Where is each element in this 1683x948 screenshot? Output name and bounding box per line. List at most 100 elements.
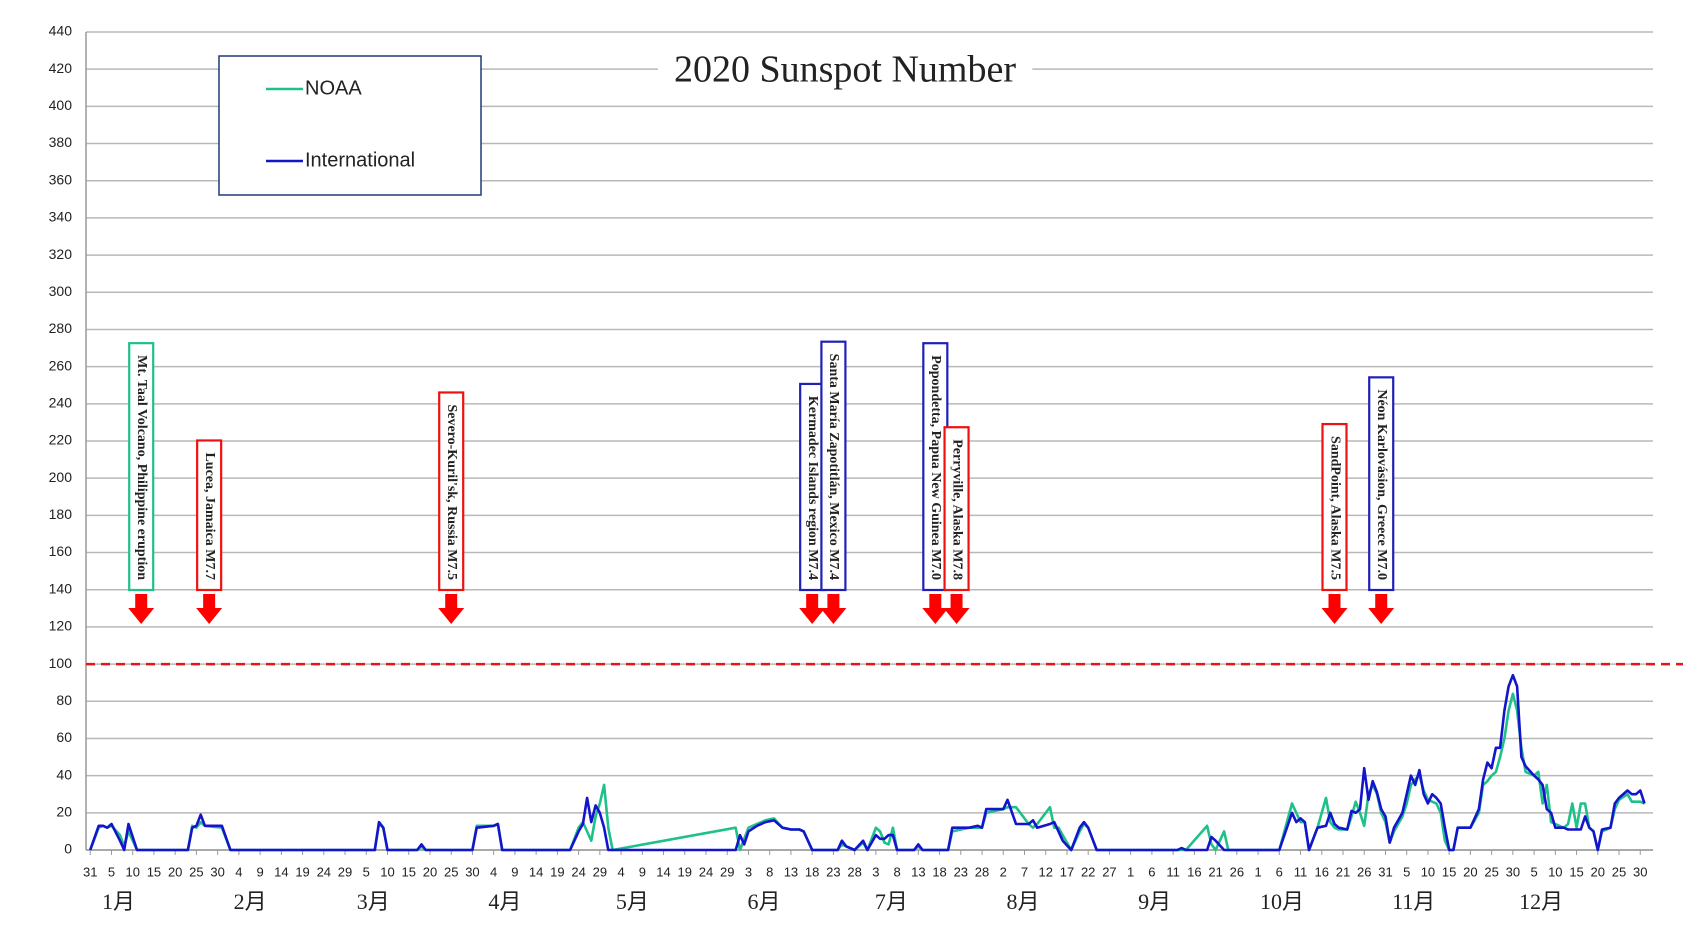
x-tick-label: 29 xyxy=(593,864,607,879)
annotation: SandPoint, Alaska M7.5 xyxy=(1321,422,1348,592)
y-tick-label: 0 xyxy=(64,841,72,857)
title-background xyxy=(658,44,1033,95)
annotation-box xyxy=(922,342,949,592)
x-tick-label: 28 xyxy=(847,864,861,879)
x-tick-label: 4 xyxy=(235,864,242,879)
x-tick-label: 25 xyxy=(1612,864,1626,879)
annotation-text: Perryville, Alaska M7.8 xyxy=(949,439,964,580)
x-tick-label: 19 xyxy=(295,864,309,879)
y-tick-label: 400 xyxy=(49,97,73,113)
month-label: 11月 xyxy=(1392,889,1435,914)
month-label: 5月 xyxy=(616,889,649,914)
annotation-box xyxy=(799,382,826,592)
legend-label: International xyxy=(305,149,415,171)
x-tick-label: 7 xyxy=(1021,864,1028,879)
x-tick-label: 26 xyxy=(1230,864,1244,879)
y-tick-label: 340 xyxy=(49,209,73,225)
x-tick-label: 30 xyxy=(465,864,479,879)
y-tick-label: 300 xyxy=(49,283,73,299)
x-tick-label: 9 xyxy=(639,864,646,879)
y-tick-label: 60 xyxy=(56,729,72,745)
annotation-box xyxy=(196,439,223,592)
annotation-arrow xyxy=(922,594,949,624)
month-label: 7月 xyxy=(875,889,908,914)
x-tick-label: 11 xyxy=(1166,864,1180,879)
x-tick-label: 30 xyxy=(1506,864,1520,879)
y-tick-label: 420 xyxy=(49,60,73,76)
x-tick-label: 19 xyxy=(678,864,692,879)
x-tick-label: 21 xyxy=(1336,864,1350,879)
x-tick-label: 15 xyxy=(402,864,416,879)
month-label: 1月 xyxy=(102,889,135,914)
x-tick-label: 20 xyxy=(1591,864,1605,879)
x-tick-label: 17 xyxy=(1060,864,1074,879)
month-label: 12月 xyxy=(1519,889,1563,914)
annotation-box xyxy=(1321,422,1348,592)
annotation-text: Santa María Zapotitlán, Mexico M7.4 xyxy=(826,354,841,580)
annotation-box xyxy=(943,426,970,592)
x-tick-label: 27 xyxy=(1102,864,1116,879)
month-label: 2月 xyxy=(234,889,267,914)
x-tick-label: 16 xyxy=(1187,864,1201,879)
x-tick-label: 25 xyxy=(444,864,458,879)
annotation: Néon Karlovásion, Greece M7.0 xyxy=(1368,376,1395,592)
x-tick-label: 24 xyxy=(699,864,713,879)
x-tick-label: 20 xyxy=(168,864,182,879)
month-label: 9月 xyxy=(1138,889,1171,914)
annotation: Mt. Taal Volcano, Philippine eruption xyxy=(128,342,155,592)
month-label: 10月 xyxy=(1260,889,1304,914)
x-tick-label: 18 xyxy=(932,864,946,879)
x-tick-label: 25 xyxy=(1484,864,1498,879)
x-tick-label: 6 xyxy=(1276,864,1283,879)
x-tick-label: 15 xyxy=(1442,864,1456,879)
annotation-arrow xyxy=(1368,594,1395,624)
annotation-box xyxy=(820,340,847,592)
annotation-text: SandPoint, Alaska M7.5 xyxy=(1327,436,1342,580)
annotation: Perryville, Alaska M7.8 xyxy=(943,426,970,592)
x-tick-label: 10 xyxy=(380,864,394,879)
x-tick-label: 5 xyxy=(1403,864,1410,879)
x-tick-label: 24 xyxy=(317,864,331,879)
month-label: 3月 xyxy=(357,889,390,914)
annotation-text: Lucea, Jamaica M7.7 xyxy=(202,452,217,580)
x-tick-label: 4 xyxy=(490,864,497,879)
y-tick-label: 440 xyxy=(49,23,73,39)
x-tick-label: 28 xyxy=(975,864,989,879)
annotation-text: Severo-Kuril'sk, Russia M7.5 xyxy=(444,404,459,580)
y-tick-label: 140 xyxy=(49,580,73,596)
x-tick-label: 15 xyxy=(147,864,161,879)
y-tick-label: 240 xyxy=(49,395,73,411)
x-tick-label: 5 xyxy=(363,864,370,879)
x-tick-label: 1 xyxy=(1254,864,1261,879)
x-tick-label: 22 xyxy=(1081,864,1095,879)
legend-box xyxy=(218,55,482,196)
annotation-box xyxy=(438,391,465,592)
y-tick-label: 320 xyxy=(49,246,73,262)
x-tick-label: 18 xyxy=(805,864,819,879)
annotation: Popondetta, Papua New Guinea M7.0 xyxy=(922,342,949,592)
annotation: Lucea, Jamaica M7.7 xyxy=(196,439,223,592)
y-tick-label: 360 xyxy=(49,171,73,187)
x-tick-label: 23 xyxy=(954,864,968,879)
x-tick-label: 8 xyxy=(766,864,773,879)
y-tick-label: 100 xyxy=(49,655,73,671)
x-tick-label: 31 xyxy=(83,864,97,879)
annotation-arrow xyxy=(438,594,465,624)
x-tick-label: 5 xyxy=(1530,864,1537,879)
y-tick-label: 280 xyxy=(49,320,73,336)
x-tick-label: 13 xyxy=(784,864,798,879)
annotation-arrow xyxy=(943,594,970,624)
y-tick-label: 200 xyxy=(49,469,73,485)
x-tick-label: 24 xyxy=(571,864,585,879)
annotation: Kermadec Islands region M7.4 xyxy=(799,382,826,592)
month-label: 6月 xyxy=(747,889,780,914)
x-tick-label: 10 xyxy=(1548,864,1562,879)
annotation-box xyxy=(1368,376,1395,592)
x-tick-label: 14 xyxy=(529,864,543,879)
x-tick-label: 21 xyxy=(1208,864,1222,879)
y-tick-label: 260 xyxy=(49,357,73,373)
annotation-text: Popondetta, Papua New Guinea M7.0 xyxy=(928,355,943,580)
x-tick-label: 6 xyxy=(1148,864,1155,879)
y-tick-label: 80 xyxy=(56,692,72,708)
x-tick-label: 9 xyxy=(511,864,518,879)
